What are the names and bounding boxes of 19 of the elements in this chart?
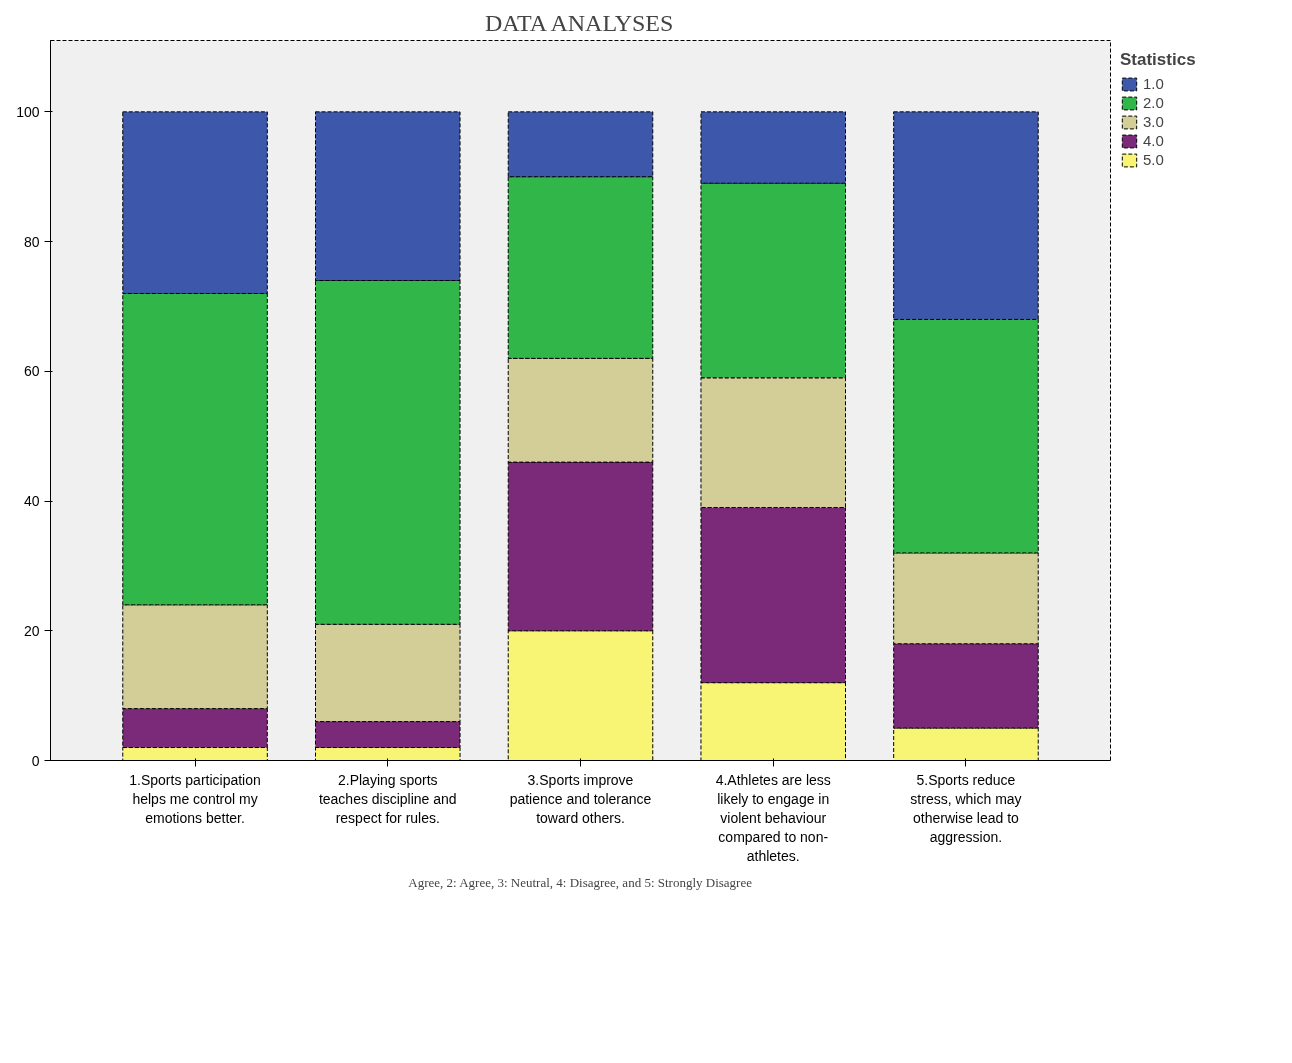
x-tick-label: 4.Athletes are less likely to engage in violent behaviour compared to non-athletes. — [715, 771, 831, 865]
chart-title: DATA ANALYSES — [484, 9, 674, 36]
legend-label: 2.0 — [1143, 94, 1164, 111]
y-tick-label: 100 — [16, 103, 40, 120]
x-tick-label: 3.Sports improve patience and tolerance toward others. — [509, 771, 652, 826]
legend-label: 5.0 — [1143, 151, 1164, 168]
y-tick-label: 0 — [31, 752, 40, 769]
legend-label: 1.0 — [1143, 75, 1164, 92]
legend-label: 3.0 — [1143, 113, 1164, 130]
y-tick-label: 80 — [23, 233, 40, 250]
y-tick-label: 20 — [23, 622, 40, 639]
x-tick-label: 2.Playing sports teaches discipline and respect for rules. — [318, 771, 457, 826]
x-tick-label: 1.Sports participation helps me control my emotions better. — [129, 771, 261, 826]
y-tick-label: 60 — [23, 363, 40, 380]
legend-label: 4.0 — [1143, 132, 1164, 149]
x-tick-label: 5.Sports reduce stress, which may otherwise lead to aggression. — [910, 771, 1022, 846]
y-tick-label: 40 — [23, 493, 40, 510]
text: Agree, 2: Agree, 3: Neutral, 4: Disagree, and 5: Strongly Disagree — [408, 874, 753, 890]
legend-title: Statistics — [1120, 50, 1196, 70]
